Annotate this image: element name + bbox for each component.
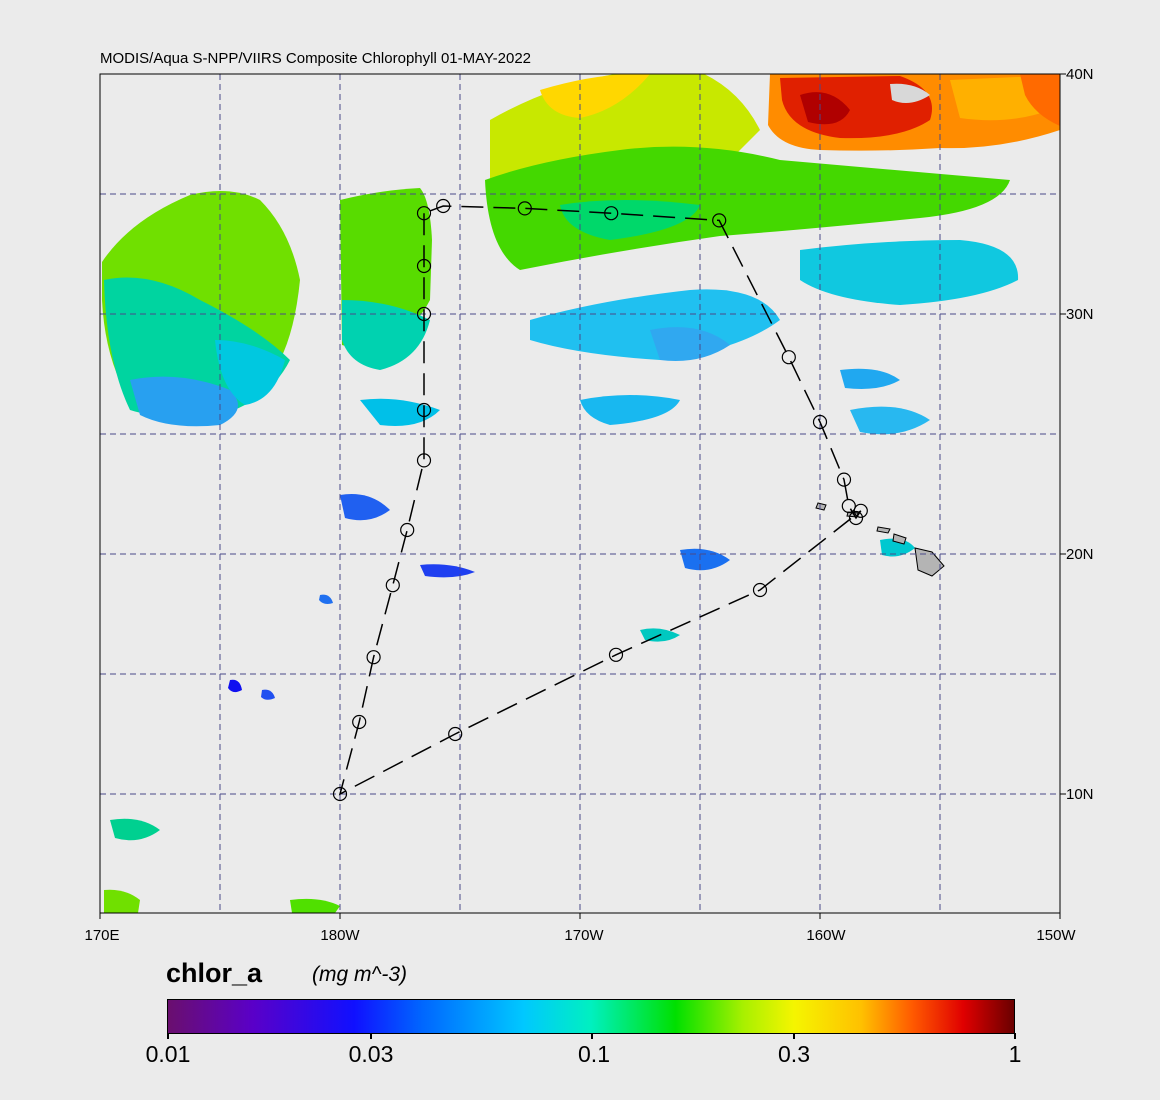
station-marker-9 [352, 714, 367, 730]
colorbar-tick [1014, 1033, 1016, 1039]
lon-label-170w: 170W [564, 927, 604, 944]
lon-label-150w: 150W [1036, 927, 1076, 944]
gridlines [100, 74, 1060, 913]
station-marker-10 [332, 786, 348, 802]
colorbar-tick [370, 1033, 372, 1039]
colorbar-tick-label-0.3: 0.3 [778, 1041, 810, 1067]
station-marker-2 [416, 258, 432, 274]
colorbar-tick-label-1: 1 [1008, 1041, 1022, 1067]
lat-label-30n: 30N [1066, 306, 1094, 323]
chlorophyll-map [99, 73, 1066, 919]
station-marker-14 [853, 503, 868, 518]
station-marker-7 [385, 578, 400, 593]
colorbar-tick [591, 1033, 593, 1039]
station-marker-1 [416, 206, 432, 221]
station-marker-22 [517, 201, 532, 216]
station-marker-23 [436, 198, 451, 214]
colorbar [167, 999, 1015, 1034]
station-marker-17 [836, 472, 852, 487]
colorbar-variable-label: chlor_a [166, 958, 263, 988]
lat-label-40n: 40N [1066, 66, 1094, 83]
station-marker-20 [712, 213, 727, 228]
colorbar-tick-label-0.03: 0.03 [348, 1041, 394, 1067]
station-marker-16 [841, 498, 856, 514]
colorbar-tick-label-0.1: 0.1 [578, 1041, 610, 1067]
station-marker-18 [812, 414, 828, 430]
station-marker-8 [366, 650, 381, 665]
station-marker-4 [416, 402, 432, 418]
map-title: MODIS/Aqua S-NPP/VIIRS Composite Chlorop… [100, 50, 532, 67]
station-marker-11 [448, 726, 463, 742]
station-marker-15 [848, 510, 864, 526]
station-marker-3 [416, 306, 432, 322]
colorbar-tick [167, 1033, 169, 1039]
lat-label-10n: 10N [1066, 786, 1094, 803]
station-marker-19 [781, 350, 796, 365]
colorbar-tick-label-0.01: 0.01 [145, 1041, 191, 1067]
lon-label-180w: 180W [320, 927, 360, 944]
colorbar-units-label: (mg m^-3) [312, 963, 408, 986]
cruise-track-line [338, 205, 862, 796]
lat-label-20n: 20N [1066, 546, 1094, 563]
station-marker-12 [608, 647, 624, 662]
lon-label-160w: 160W [806, 927, 846, 944]
colorbar-tick [793, 1033, 795, 1039]
hawaii-islands [815, 502, 945, 577]
axis-ticks [99, 73, 1066, 919]
station-marker-13 [752, 582, 768, 598]
station-marker-5 [416, 453, 432, 468]
chlorophyll-patches [102, 74, 1060, 913]
lon-label-170e: 170E [84, 927, 120, 944]
cruise-track-stations [332, 198, 868, 802]
station-marker-21 [604, 206, 619, 221]
station-marker-6 [400, 522, 415, 538]
